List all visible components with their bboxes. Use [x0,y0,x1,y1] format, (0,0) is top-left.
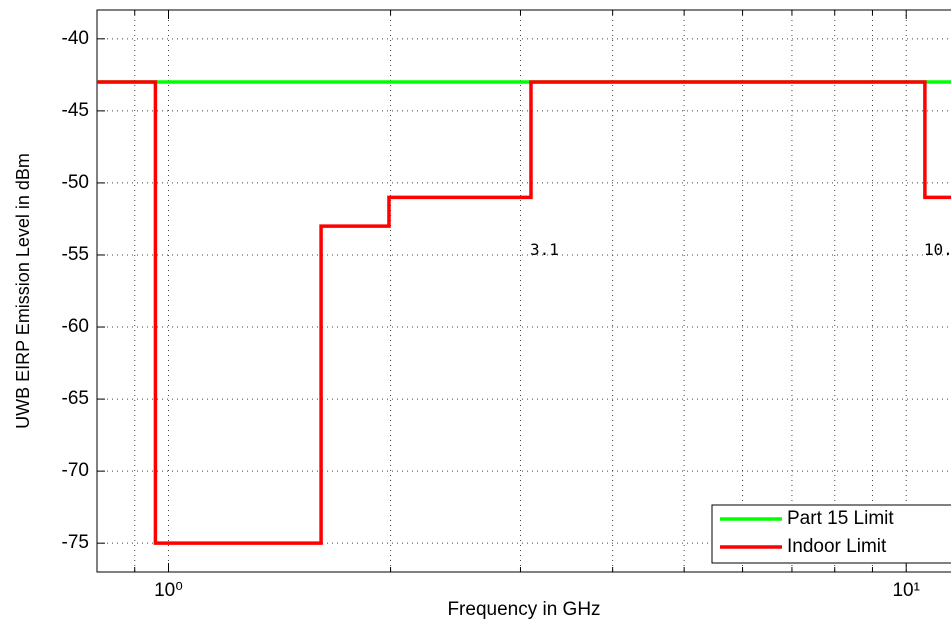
x-tick-label: 10⁰ [154,580,183,601]
plot-area [96,9,951,573]
y-tick-label: -40 [62,28,89,49]
y-tick-label: -45 [62,100,89,121]
y-tick-label: -75 [62,532,89,553]
y-axis-label: UWB EIRP Emission Level in dBm [13,153,33,429]
y-tick-label: -50 [62,172,89,193]
series-line [97,80,951,545]
y-tick-label: -70 [62,460,89,481]
x-axis-label: Frequency in GHz [447,599,600,620]
legend-label: Part 15 Limit [787,508,894,529]
y-tick-label: -55 [62,244,89,265]
legend-label: Indoor Limit [787,536,887,557]
x-tick-label: 10¹ [892,580,919,601]
annotation: 10.6 [924,240,951,259]
legend-box [711,504,951,564]
y-tick-label: -60 [62,316,89,337]
annotation: 3.1 [530,240,559,259]
series-layer [97,80,951,545]
y-tick-label: -65 [62,388,89,409]
